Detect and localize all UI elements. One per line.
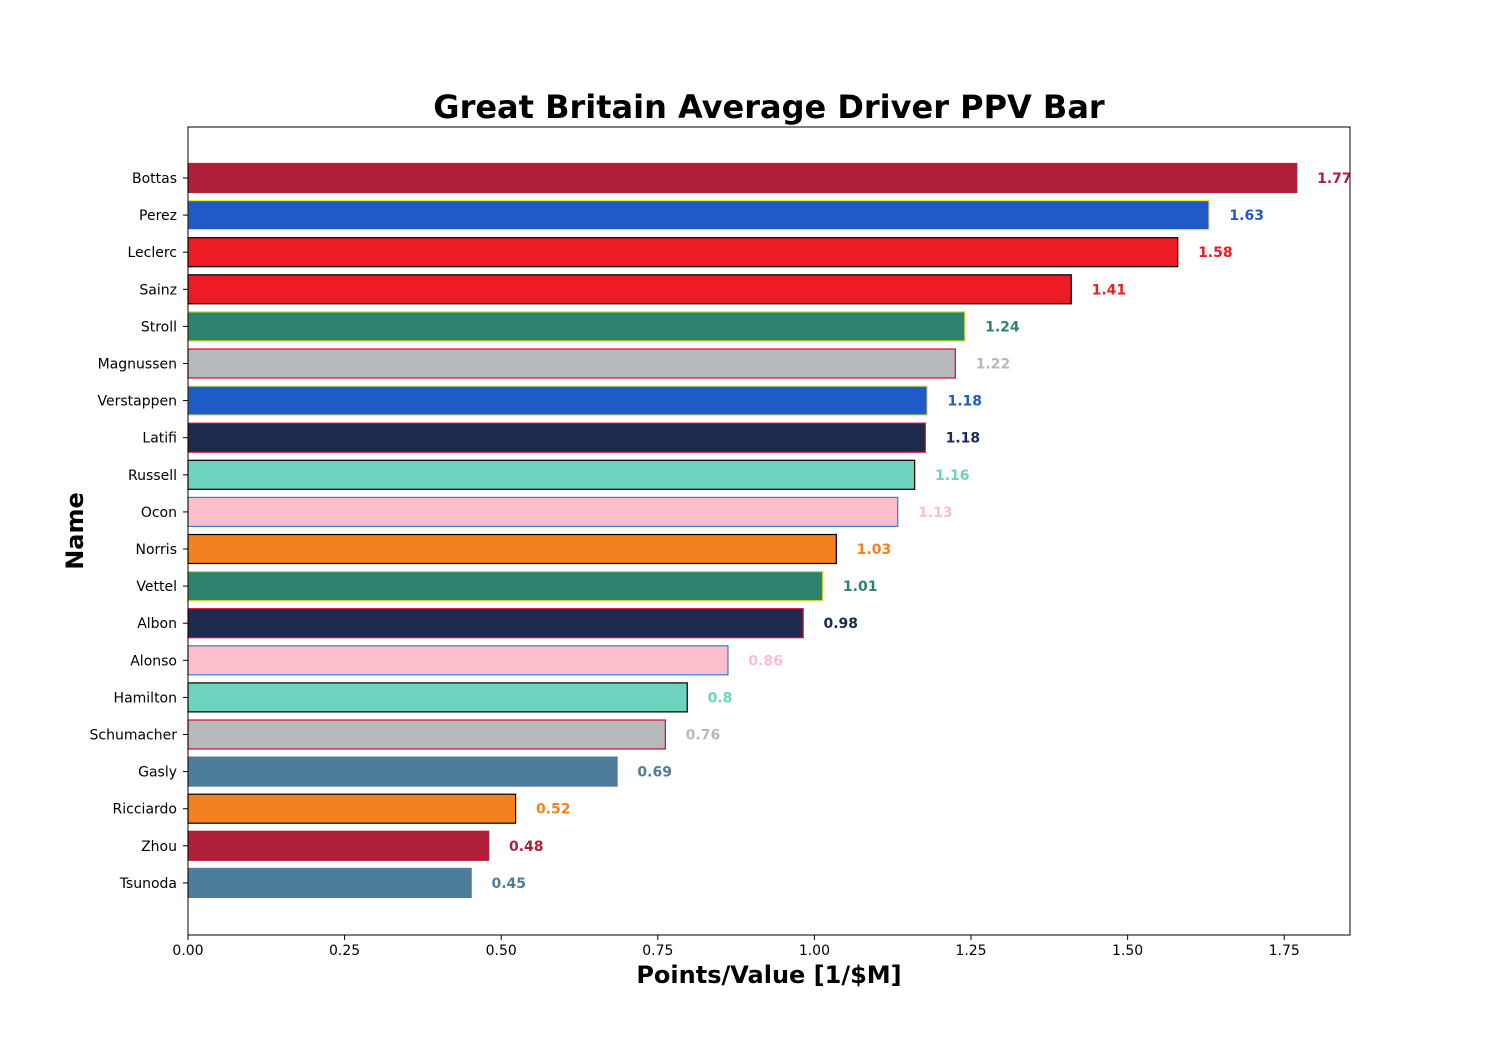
plot-frame <box>187 126 1351 936</box>
x-axis-label: Points/Value [1/$M] <box>636 961 901 989</box>
value-label-russell: 1.16 <box>935 468 970 484</box>
y-tick-label-ricciardo: Ricciardo <box>113 802 177 818</box>
bar-tsunoda <box>187 867 472 899</box>
bar-russell <box>187 459 916 490</box>
value-label-perez: 1.63 <box>1229 208 1264 224</box>
y-tick-label-norris: Norris <box>136 542 178 558</box>
bar-perez <box>187 200 1210 231</box>
bar-gasly <box>187 756 618 787</box>
bar-ricciardo <box>187 793 517 824</box>
value-label-bottas: 1.77 <box>1317 171 1352 187</box>
x-tick-label: 1.75 <box>1269 943 1300 959</box>
y-tick-label-ocon: Ocon <box>141 505 177 521</box>
chart-title: Great Britain Average Driver PPV Bar <box>433 88 1105 126</box>
y-tick-label-gasly: Gasly <box>138 765 177 781</box>
value-label-magnussen: 1.22 <box>976 357 1011 373</box>
bar-leclerc <box>187 237 1179 268</box>
value-label-ricciardo: 0.52 <box>536 802 571 818</box>
value-label-alonso: 0.86 <box>748 653 783 669</box>
y-tick-label-albon: Albon <box>137 616 177 632</box>
bar-norris <box>187 533 837 565</box>
value-label-latifi: 1.18 <box>946 431 981 447</box>
x-tick-label: 0.75 <box>642 943 673 959</box>
bar-ocon <box>187 496 899 527</box>
value-label-zhou: 0.48 <box>509 839 544 855</box>
bar-schumacher <box>187 719 666 750</box>
y-tick-label-stroll: Stroll <box>141 319 177 335</box>
value-label-schumacher: 0.76 <box>686 728 721 744</box>
y-tick-label-tsunoda: Tsunoda <box>119 876 177 892</box>
bar-verstappen <box>187 385 928 416</box>
bar-zhou <box>187 830 490 861</box>
y-tick-label-zhou: Zhou <box>141 839 177 855</box>
value-label-stroll: 1.24 <box>985 319 1020 335</box>
bar-latifi <box>187 422 926 453</box>
value-label-tsunoda: 0.45 <box>491 876 526 892</box>
x-tick-label: 1.00 <box>799 943 830 959</box>
bars-layer <box>187 162 1298 899</box>
y-tick-label-schumacher: Schumacher <box>90 728 178 744</box>
x-tick-label: 1.50 <box>1112 943 1143 959</box>
bar-bottas <box>187 162 1298 194</box>
bar-albon <box>187 608 804 639</box>
y-tick-label-bottas: Bottas <box>132 171 177 187</box>
y-tick-label-perez: Perez <box>139 208 177 224</box>
y-tick-label-latifi: Latifi <box>142 431 177 447</box>
value-label-leclerc: 1.58 <box>1198 245 1233 261</box>
x-tick-label: 1.25 <box>955 943 986 959</box>
y-tick-label-hamilton: Hamilton <box>114 690 177 706</box>
y-axis-label: Name <box>61 492 89 570</box>
y-tick-label-alonso: Alonso <box>130 653 177 669</box>
value-label-hamilton: 0.8 <box>708 690 733 706</box>
value-label-albon: 0.98 <box>823 616 858 632</box>
y-tick-label-russell: Russell <box>128 468 177 484</box>
bar-stroll <box>187 311 966 342</box>
y-tick-label-sainz: Sainz <box>139 282 177 298</box>
value-label-verstappen: 1.18 <box>948 394 983 410</box>
value-label-vettel: 1.01 <box>843 579 878 595</box>
value-labels-layer: 1.77 1.63 1.58 1.41 1.24 1.22 1.18 1.18 1.16 1.13… <box>491 171 1351 892</box>
bar-sainz <box>187 274 1072 305</box>
value-label-ocon: 1.13 <box>918 505 953 521</box>
value-label-sainz: 1.41 <box>1092 282 1127 298</box>
y-tick-label-vettel: Vettel <box>136 579 177 595</box>
bar-vettel <box>187 570 824 602</box>
y-axis-ticks: Bottas Perez Leclerc Sainz Stroll Magnussen Ve… <box>90 171 188 892</box>
bar-hamilton <box>187 682 688 713</box>
y-tick-label-leclerc: Leclerc <box>127 245 177 261</box>
x-axis-ticks: 0.00 0.25 0.50 0.75 1.00 1.25 1.50 1.75 <box>172 935 1300 959</box>
value-label-norris: 1.03 <box>857 542 892 558</box>
value-label-gasly: 0.69 <box>637 765 672 781</box>
bar-magnussen <box>187 348 956 379</box>
y-tick-label-verstappen: Verstappen <box>98 394 177 410</box>
bar-alonso <box>187 645 729 676</box>
y-tick-label-magnussen: Magnussen <box>98 357 177 373</box>
x-tick-label: 0.00 <box>172 943 203 959</box>
x-tick-label: 0.50 <box>486 943 517 959</box>
x-tick-label: 0.25 <box>329 943 360 959</box>
